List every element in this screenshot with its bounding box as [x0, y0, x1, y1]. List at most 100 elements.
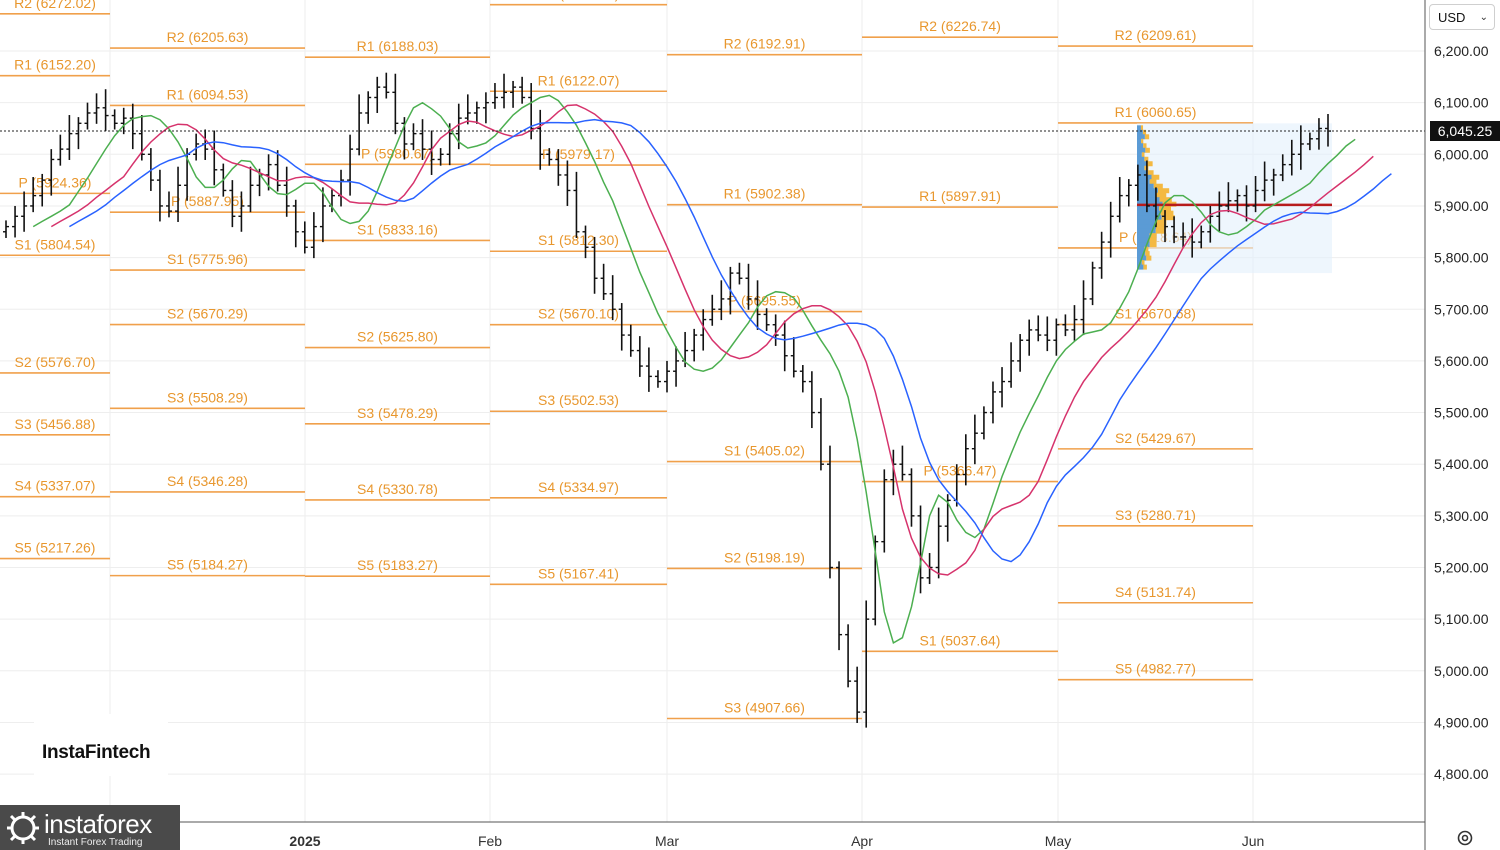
volume-profile-bar — [1144, 246, 1149, 252]
volume-profile-bar — [1146, 255, 1152, 261]
instaforex-watermark: instaforex Instant Forex Trading — [0, 805, 180, 850]
volume-profile-bar — [1137, 197, 1160, 203]
ohlc-bar — [1270, 168, 1277, 196]
volume-profile-bar — [1161, 215, 1175, 221]
volume-profile-bar — [1142, 129, 1147, 135]
ohlc-bar — [1180, 222, 1187, 248]
ohlc-bar — [908, 468, 915, 527]
ohlc-bar — [102, 89, 109, 132]
pivot-level-label: S3 (5280.71) — [1115, 507, 1196, 523]
ohlc-bar — [48, 149, 55, 196]
price-axis-tick-label: 5,700.00 — [1434, 301, 1489, 317]
ohlc-bar — [546, 148, 553, 166]
ohlc-bar — [464, 94, 471, 125]
ma-slow-line — [69, 118, 1392, 563]
ohlc-bar — [1252, 175, 1259, 213]
volume-profile-bar — [1156, 219, 1167, 225]
pivot-level-label: R1 (6152.20) — [14, 57, 96, 73]
ohlc-bar — [482, 92, 489, 124]
ohlc-bar — [446, 123, 453, 166]
ohlc-bar — [845, 624, 852, 688]
time-axis-tick-label: Apr — [851, 833, 873, 849]
pivot-level-label: R1 (6094.53) — [167, 86, 249, 102]
watermark-subtitle: Instant Forex Trading — [48, 837, 143, 848]
pivot-level-label: S3 (5508.29) — [167, 389, 248, 405]
volume-profile-bar — [1137, 183, 1154, 189]
time-axis-tick-label: 2025 — [289, 833, 320, 849]
ohlc-bar — [1225, 182, 1232, 213]
pivot-level-label: R2 (6209.61) — [1115, 27, 1197, 43]
pivot-level-label: S5 (5184.27) — [167, 557, 248, 573]
volume-profile-bar — [1137, 129, 1143, 135]
price-axis-tick-label: 5,800.00 — [1434, 250, 1489, 266]
ohlc-bar — [1062, 314, 1069, 337]
ohlc-bar — [383, 72, 390, 99]
pivot-level-label: S4 (5334.97) — [538, 479, 619, 495]
ohlc-bar — [1008, 342, 1015, 388]
pivot-level-label: S4 (5131.74) — [1115, 584, 1196, 600]
price-axis-tick-label: 6,000.00 — [1434, 146, 1489, 162]
pivot-level-label: P (5924.36) — [19, 174, 92, 190]
pivot-level-label: P (5980.67) — [361, 145, 434, 161]
price-axis-tick-label: 5,100.00 — [1434, 611, 1489, 627]
volume-profile-bar — [1137, 219, 1157, 225]
currency-selector[interactable]: USD ⌄ — [1429, 4, 1495, 30]
price-axis-tick-label: 4,800.00 — [1434, 766, 1489, 782]
volume-profile-bar — [1143, 143, 1147, 149]
ohlc-bar — [1089, 261, 1096, 306]
pivot-level-label: R2 (6192.91) — [724, 36, 806, 52]
ohlc-bar — [609, 275, 616, 321]
volume-profile-bar — [1149, 242, 1157, 248]
ohlc-bar — [66, 115, 73, 160]
volume-profile-bar — [1141, 138, 1144, 144]
ohlc-bar — [175, 166, 182, 222]
ohlc-bar — [319, 187, 326, 243]
pivot-level-label: S1 (5037.64) — [920, 632, 1001, 648]
pivot-level-label: R2 (6226.74) — [919, 18, 1001, 34]
volume-profile-bar — [1141, 152, 1145, 158]
time-axis-tick-label: Mar — [655, 833, 679, 849]
pivot-level-label: R2 (6289.64) — [538, 0, 620, 2]
ohlc-bar — [338, 169, 345, 207]
ohlc-bar — [93, 93, 100, 124]
ohlc-bar — [899, 445, 906, 481]
ohlc-bar — [519, 76, 526, 104]
volume-profile-bar — [1137, 179, 1150, 185]
pivot-level-label: S4 (5337.07) — [15, 478, 96, 494]
pivot-level-label: S5 (5167.41) — [538, 565, 619, 581]
volume-profile-bar — [1137, 228, 1156, 234]
volume-profile-bar — [1137, 147, 1146, 153]
volume-profile-bar — [1147, 161, 1153, 167]
ohlc-bar — [1116, 177, 1123, 223]
ohlc-bar — [1107, 201, 1114, 258]
ohlc-bar — [1035, 315, 1042, 342]
ohlc-bar — [211, 130, 218, 186]
time-axis-tick-label: Jun — [1242, 833, 1265, 849]
time-axis-tick-label: May — [1045, 833, 1071, 849]
ohlc-bar — [292, 199, 299, 248]
ohlc-bar — [1171, 216, 1178, 244]
gear-icon[interactable] — [1456, 829, 1474, 847]
ohlc-bar — [1044, 316, 1051, 352]
ohlc-bar — [347, 134, 354, 196]
ohlc-bar — [600, 263, 607, 300]
ohlc-bar — [1315, 118, 1322, 150]
volume-profile-bar — [1137, 138, 1142, 144]
currency-label: USD — [1438, 9, 1466, 25]
pivot-level-label: R2 (6272.02) — [14, 0, 96, 11]
ohlc-bar — [247, 166, 254, 213]
ohlc-bar — [30, 177, 37, 213]
ohlc-bar — [962, 434, 969, 486]
ohlc-bar — [863, 600, 870, 728]
pivot-level-label: P (5695.55) — [728, 293, 801, 309]
volume-profile-bar — [1160, 210, 1174, 216]
volume-profile-bar — [1137, 264, 1144, 270]
ohlc-bar — [428, 130, 435, 175]
pivot-level-label: P (5887.95) — [171, 193, 244, 209]
ohlc-bar — [21, 191, 28, 232]
ohlc-bar — [120, 107, 127, 135]
ohlc-bar — [836, 561, 843, 651]
volume-profile-bar — [1137, 224, 1156, 230]
pivot-level-label: S4 (5330.78) — [357, 481, 438, 497]
